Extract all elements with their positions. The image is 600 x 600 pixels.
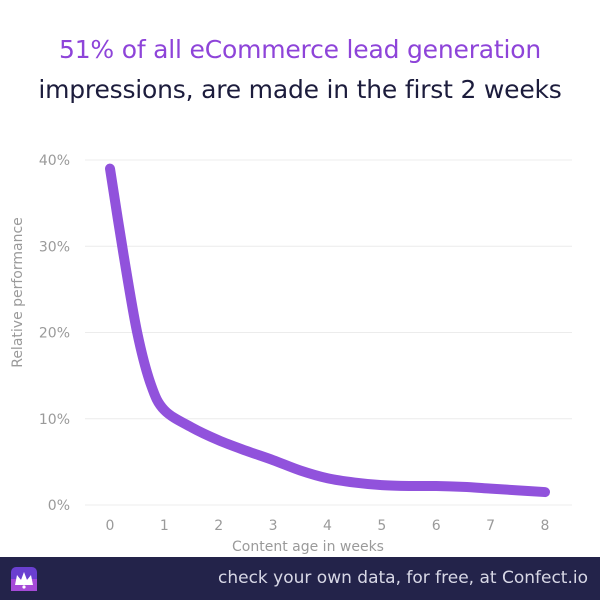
confect-crown-logo-icon: [11, 567, 37, 591]
y-tick-label: 20%: [39, 326, 70, 342]
x-tick-label: 3: [269, 518, 278, 534]
x-tick-label: 8: [541, 518, 550, 534]
y-axis-title: Relative performance: [10, 217, 26, 368]
y-tick-label: 40%: [39, 153, 70, 169]
x-tick-label: 6: [432, 518, 441, 534]
chart-title: 51% of all eCommerce lead generation imp…: [0, 30, 600, 110]
x-axis-title: Content age in weeks: [232, 539, 384, 555]
x-tick-label: 7: [486, 518, 495, 534]
y-tick-label: 0%: [48, 498, 70, 514]
title-line-1: 51% of all eCommerce lead generation: [59, 35, 541, 64]
x-tick-label: 1: [160, 518, 169, 534]
chart-area: 0% 10% 20% 30% 40% 0 1 2 3 4 5 6 7 8 Content age in we…: [0, 140, 600, 560]
title-line-2: impressions, are made in the first 2 wee…: [38, 75, 562, 104]
x-tick-label: 5: [377, 518, 386, 534]
footer-bar: check your own data, for free, at Confec…: [0, 557, 600, 600]
y-tick-label: 10%: [39, 412, 70, 428]
x-tick-label: 2: [214, 518, 223, 534]
footer-text: check your own data, for free, at Confec…: [217, 568, 588, 588]
y-tick-label: 30%: [39, 239, 70, 255]
x-tick-label: 4: [323, 518, 332, 534]
series-line: [105, 163, 550, 498]
line-chart: 0% 10% 20% 30% 40% 0 1 2 3 4 5 6 7 8 Content age in we…: [10, 153, 572, 555]
x-tick-label: 0: [106, 518, 115, 534]
